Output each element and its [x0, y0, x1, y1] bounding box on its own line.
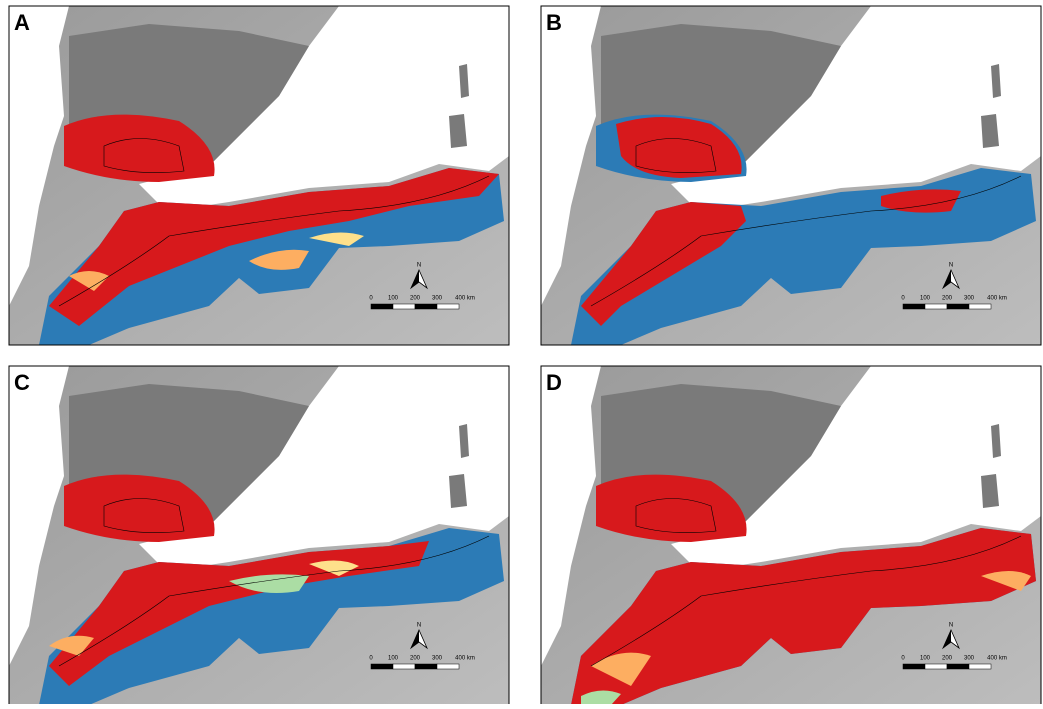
scale-label: 400 km	[987, 296, 1007, 302]
scale-label: 300	[964, 296, 975, 302]
scale-segment	[925, 664, 947, 669]
scale-label: 300	[432, 296, 443, 302]
scale-segment	[903, 304, 925, 309]
scale-label: 200	[942, 656, 953, 662]
scale-segment	[371, 664, 393, 669]
scale-label: 400 km	[987, 656, 1007, 662]
map-area	[9, 6, 509, 345]
scale-segment	[969, 304, 991, 309]
scale-segment	[393, 664, 415, 669]
scale-segment	[947, 304, 969, 309]
scale-segment	[393, 304, 415, 309]
panel-label: D	[546, 370, 562, 395]
scale-label: 100	[388, 656, 399, 662]
map-area	[541, 6, 1041, 345]
scale-label: 300	[964, 656, 975, 662]
scale-segment	[969, 664, 991, 669]
panel-label: A	[14, 10, 30, 35]
north-label: N	[949, 263, 953, 269]
island	[449, 474, 467, 508]
scale-segment	[415, 664, 437, 669]
scale-segment	[437, 664, 459, 669]
scale-segment	[415, 304, 437, 309]
scale-segment	[903, 664, 925, 669]
figure: AN0100200300400 kmBN0100200300400 kmCN01…	[0, 0, 1043, 704]
north-label: N	[417, 623, 421, 629]
scale-label: 200	[410, 296, 421, 302]
scale-segment	[371, 304, 393, 309]
panel-label: B	[546, 10, 562, 35]
north-label: N	[417, 263, 421, 269]
scale-segment	[947, 664, 969, 669]
map-area	[9, 366, 509, 704]
island	[449, 114, 467, 148]
scale-label: 300	[432, 656, 443, 662]
scale-segment	[437, 304, 459, 309]
scale-label: 200	[942, 296, 953, 302]
island	[981, 474, 999, 508]
scale-segment	[925, 304, 947, 309]
scale-label: 100	[388, 296, 399, 302]
north-label: N	[949, 623, 953, 629]
scale-label: 100	[920, 656, 931, 662]
island	[981, 114, 999, 148]
panel-label: C	[14, 370, 30, 395]
scale-label: 400 km	[455, 656, 475, 662]
scale-label: 100	[920, 296, 931, 302]
scale-label: 200	[410, 656, 421, 662]
map-area	[541, 366, 1041, 704]
scale-label: 400 km	[455, 296, 475, 302]
